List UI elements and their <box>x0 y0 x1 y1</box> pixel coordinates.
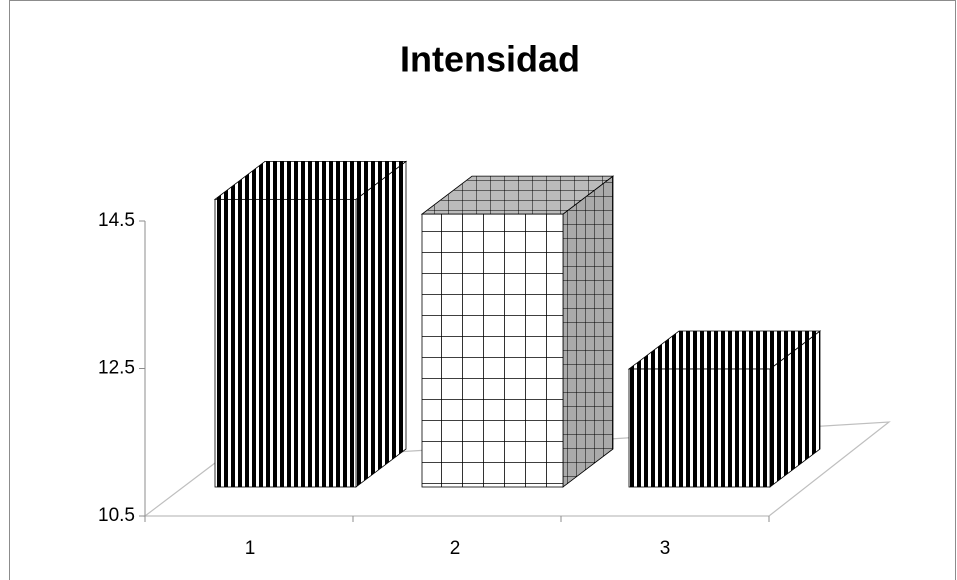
bar-front <box>628 368 771 488</box>
bar <box>213 160 408 488</box>
bar-side <box>562 175 614 488</box>
x-tick-label: 3 <box>660 538 671 559</box>
bar-front <box>421 213 564 488</box>
bar <box>627 330 822 488</box>
y-tick-label: 10.5 <box>98 505 135 526</box>
chart-title: Intensidad <box>400 39 580 80</box>
y-tick-label: 14.5 <box>98 210 135 231</box>
x-tick-label: 2 <box>450 538 461 559</box>
bar <box>420 175 615 488</box>
y-tick-label: 12.5 <box>98 358 135 379</box>
bar-side <box>355 160 407 488</box>
bar-front <box>214 198 357 488</box>
x-tick-label: 1 <box>245 538 256 559</box>
